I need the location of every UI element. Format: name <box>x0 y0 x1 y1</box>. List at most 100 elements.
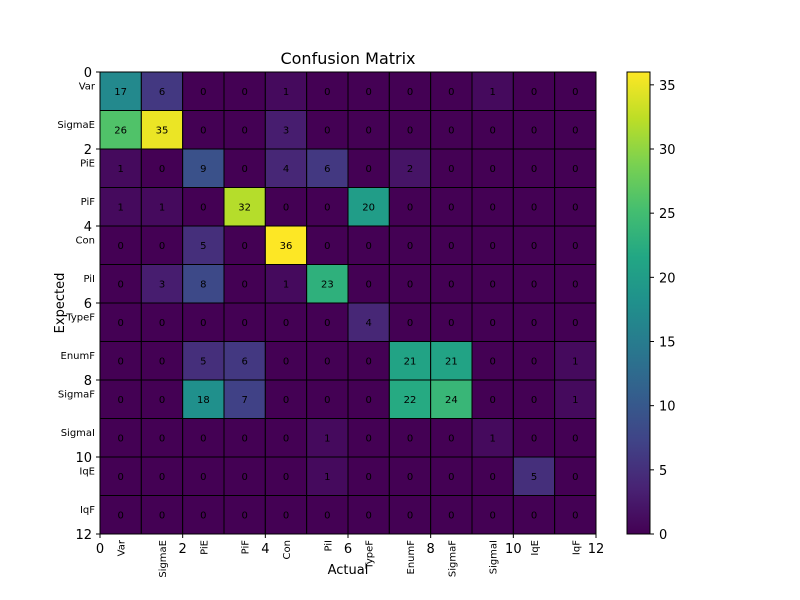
heatmap-cell <box>182 302 225 342</box>
cell-value-label: 0 <box>407 87 413 98</box>
cell-value-label: 0 <box>117 510 123 521</box>
y-category-label: SigmaF <box>58 389 95 400</box>
heatmap-cell <box>554 187 597 227</box>
heatmap-cell <box>306 110 349 150</box>
cell-value-label: 0 <box>572 241 578 252</box>
heatmap-cell <box>347 302 390 342</box>
x-category-label: PiF <box>241 540 252 555</box>
cell-value-label: 0 <box>407 472 413 483</box>
x-category-label: IqE <box>530 540 541 556</box>
cell-value-label: 0 <box>489 202 495 213</box>
heatmap-cell <box>554 341 597 381</box>
cell-value-label: 0 <box>159 164 165 175</box>
cell-value-label: 0 <box>572 87 578 98</box>
heatmap-cell <box>554 71 597 111</box>
cell-value-label: 0 <box>241 510 247 521</box>
heatmap-cell <box>388 71 432 111</box>
heatmap-cell <box>306 302 349 342</box>
heatmap-cell <box>388 110 432 150</box>
cell-value-label: 1 <box>117 164 123 175</box>
heatmap-cell-labels: 17 6 0 0 1 0 0 0 0 1 0 026 35 0 0 3 0 0 0 0 0 0 01 0 9 0 4 6 0 2 0 0 0 01… <box>114 87 578 522</box>
cell-value-label: 0 <box>531 241 537 252</box>
colorbar-ticks: 0 5 10 15 20 25 30 35 <box>650 79 676 543</box>
cell-value-label: 0 <box>241 433 247 444</box>
cell-value-label: 0 <box>407 279 413 290</box>
cell-value-label: 32 <box>238 202 251 213</box>
colorbar-tick-label: 25 <box>659 207 676 222</box>
cell-value-label: 0 <box>572 279 578 290</box>
cell-value-label: 0 <box>200 318 206 329</box>
cell-value-label: 36 <box>280 241 293 252</box>
heatmap-cell <box>223 418 266 458</box>
heatmap-cell <box>471 110 514 150</box>
cell-value-label: 0 <box>531 125 537 136</box>
heatmap-cell <box>430 379 473 419</box>
y-tick-label: 12 <box>75 528 92 543</box>
heatmap-cell <box>182 456 225 496</box>
x-category-label: PiI <box>323 540 334 552</box>
heatmap-cells <box>99 71 597 535</box>
colorbar <box>626 71 651 535</box>
heatmap-cell <box>388 456 432 496</box>
cell-value-label: 0 <box>283 356 289 367</box>
cell-value-label: 0 <box>531 318 537 329</box>
cell-value-label: 0 <box>241 164 247 175</box>
cell-value-label: 0 <box>283 202 289 213</box>
cell-value-label: 0 <box>365 241 371 252</box>
heatmap-cell <box>430 264 473 304</box>
cell-value-label: 0 <box>531 356 537 367</box>
cell-value-label: 0 <box>407 318 413 329</box>
heatmap-cell <box>306 225 349 265</box>
heatmap-cell <box>99 302 142 342</box>
cell-value-label: 0 <box>241 279 247 290</box>
cell-value-label: 0 <box>531 202 537 213</box>
y-category-labels: Var SigmaE PiE PiF Con PiI TypeF EnumF SigmaF Sig… <box>57 81 96 516</box>
cell-value-label: 0 <box>407 241 413 252</box>
cell-value-label: 0 <box>283 395 289 406</box>
x-tick-label: 12 <box>588 542 605 557</box>
heatmap-cell <box>554 302 597 342</box>
cell-value-label: 1 <box>283 87 289 98</box>
cell-value-label: 5 <box>200 356 206 367</box>
cell-value-label: 0 <box>572 202 578 213</box>
heatmap-cell <box>347 110 390 150</box>
cell-value-label: 0 <box>489 356 495 367</box>
heatmap-cell <box>471 264 514 304</box>
cell-value-label: 0 <box>324 241 330 252</box>
heatmap-cell <box>306 187 349 227</box>
heatmap-cell <box>347 495 390 535</box>
heatmap-cell <box>99 225 142 265</box>
cell-value-label: 26 <box>114 125 127 136</box>
cell-value-label: 0 <box>572 510 578 521</box>
heatmap-cell <box>554 418 597 458</box>
heatmap-cell <box>140 495 184 535</box>
cell-value-label: 0 <box>448 433 454 444</box>
heatmap-cell <box>140 379 184 419</box>
cell-value-label: 4 <box>365 318 371 329</box>
heatmap-cell <box>512 418 556 458</box>
heatmap-cell <box>512 302 556 342</box>
cell-value-label: 0 <box>448 164 454 175</box>
cell-value-label: 0 <box>200 472 206 483</box>
cell-value-label: 0 <box>200 433 206 444</box>
cell-value-label: 0 <box>489 472 495 483</box>
cell-value-label: 0 <box>324 202 330 213</box>
cell-value-label: 0 <box>531 164 537 175</box>
cell-value-label: 9 <box>200 164 206 175</box>
heatmap-cell <box>264 225 308 265</box>
cell-value-label: 2 <box>407 164 413 175</box>
heatmap-cell <box>430 302 473 342</box>
cell-value-label: 0 <box>448 125 454 136</box>
cell-value-label: 20 <box>362 202 375 213</box>
heatmap-cell <box>223 148 266 188</box>
heatmap-cell <box>347 225 390 265</box>
heatmap-cell <box>223 187 266 227</box>
cell-value-label: 0 <box>283 472 289 483</box>
heatmap-cell <box>388 418 432 458</box>
cell-value-label: 0 <box>159 356 165 367</box>
cell-value-label: 6 <box>324 164 330 175</box>
cell-value-label: 0 <box>531 87 537 98</box>
cell-value-label: 0 <box>324 356 330 367</box>
heatmap-cell <box>554 148 597 188</box>
x-category-label: SigmaI <box>489 540 500 574</box>
